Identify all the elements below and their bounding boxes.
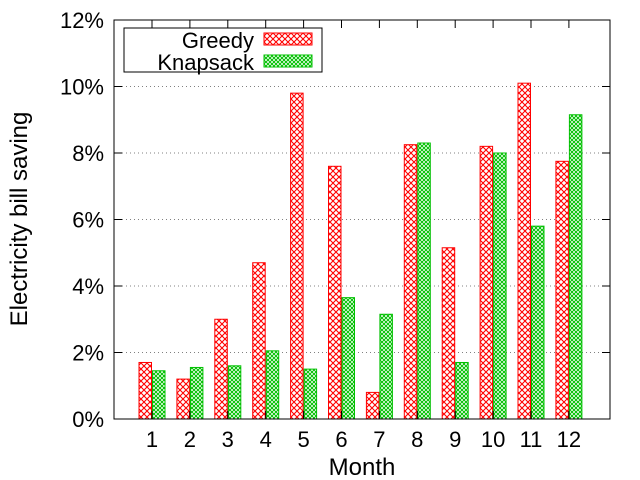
x-tick-label: 6 <box>335 427 347 452</box>
y-tick-label: 8% <box>72 141 104 166</box>
bar-greedy-3 <box>214 318 228 420</box>
legend-label-greedy: Greedy <box>182 28 254 53</box>
bar-greedy-1 <box>138 361 152 420</box>
axis-ticks: 0%2%4%6%8%10%12%1 2 3 4 5 6 7 8 9 10 11 12 <box>60 8 610 452</box>
bar-knapsack-12 <box>568 114 583 420</box>
x-tick-label: 2 <box>184 427 196 452</box>
x-tick-label: 1 <box>146 427 158 452</box>
bar-greedy-2 <box>176 378 190 420</box>
x-tick-label: 11 <box>520 427 543 452</box>
x-tick-label: 5 <box>297 427 309 452</box>
bar-knapsack-1 <box>152 370 166 420</box>
bar-knapsack-4 <box>265 350 280 420</box>
bar-greedy-9 <box>441 247 456 420</box>
bar-knapsack-8 <box>417 142 431 420</box>
y-tick-label: 12% <box>60 8 104 33</box>
bar-greedy-10 <box>479 145 494 420</box>
legend-swatch-greedy <box>263 32 313 46</box>
bar-knapsack-5 <box>303 368 318 420</box>
bar-greedy-7 <box>365 391 380 420</box>
x-tick-label: 12 <box>557 427 581 452</box>
grid-lines <box>114 86 610 353</box>
bar-knapsack-3 <box>227 365 242 420</box>
y-tick-label: 6% <box>72 208 104 233</box>
bar-knapsack-2 <box>189 366 204 420</box>
bar-knapsack-10 <box>493 152 507 420</box>
legend-label-knapsack: Knapsack <box>157 50 255 75</box>
x-tick-label: 3 <box>222 427 234 452</box>
bar-knapsack-7 <box>379 313 393 420</box>
legend: Greedy Knapsack <box>123 27 323 75</box>
bar-greedy-8 <box>403 144 418 420</box>
y-axis-title: Electricity bill saving <box>6 112 33 327</box>
bar-greedy-11 <box>517 82 531 420</box>
bar-knapsack-11 <box>531 225 545 420</box>
x-tick-label: 9 <box>449 427 461 452</box>
x-axis-title: Month <box>329 454 396 480</box>
bar-greedy-5 <box>290 92 304 420</box>
bar-greedy-12 <box>555 160 569 420</box>
legend-swatch-knapsack <box>263 54 313 68</box>
bar-knapsack-6 <box>341 297 355 420</box>
bar-greedy-4 <box>252 262 266 420</box>
x-tick-label: 8 <box>411 427 423 452</box>
bars <box>138 82 583 420</box>
bar-greedy-6 <box>328 165 342 420</box>
y-tick-label: 0% <box>72 407 104 432</box>
y-tick-label: 2% <box>72 341 104 366</box>
y-tick-label: 4% <box>72 274 104 299</box>
bar-knapsack-9 <box>455 361 469 420</box>
y-tick-label: 10% <box>60 75 104 100</box>
x-tick-label: 7 <box>373 427 385 452</box>
x-tick-label: 10 <box>481 427 505 452</box>
x-tick-label: 4 <box>260 427 272 452</box>
